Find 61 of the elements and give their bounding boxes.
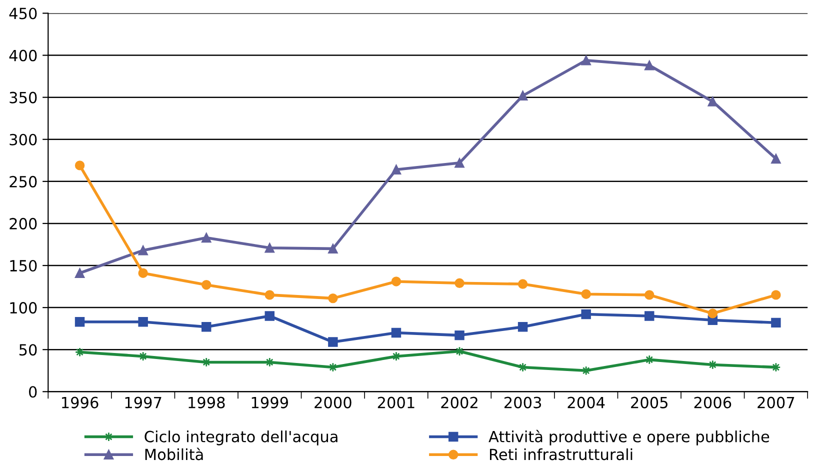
x-tick-label: 2005 bbox=[631, 396, 668, 408]
point bbox=[581, 55, 591, 66]
point bbox=[138, 268, 148, 278]
legend-label: Ciclo integrato dell'acqua bbox=[144, 430, 338, 446]
y-tick-label: 350 bbox=[10, 92, 37, 104]
point bbox=[708, 96, 718, 106]
x-tick-label: 2000 bbox=[314, 396, 352, 408]
legend-label: Attività produttive e opere pubbliche bbox=[488, 430, 770, 446]
point bbox=[391, 164, 402, 175]
y-tick-label: 100 bbox=[10, 302, 37, 314]
y-tick-label: 150 bbox=[10, 260, 37, 272]
point bbox=[328, 337, 338, 347]
y-tick-label: 250 bbox=[10, 176, 37, 188]
x-tick-label: 2001 bbox=[378, 396, 414, 408]
point bbox=[644, 60, 654, 70]
y-tick-label: 300 bbox=[10, 134, 37, 146]
point bbox=[74, 160, 85, 170]
point bbox=[74, 268, 85, 278]
x-tick-label: 1997 bbox=[125, 396, 162, 408]
x-tick-label: 2002 bbox=[441, 396, 478, 408]
y-tick-label: 0 bbox=[29, 386, 37, 398]
point bbox=[391, 328, 402, 338]
y-tick-label: 450 bbox=[9, 8, 37, 20]
legend-label: Mobilità bbox=[145, 448, 203, 460]
point bbox=[264, 242, 275, 253]
point bbox=[391, 276, 402, 286]
point bbox=[74, 316, 85, 327]
point bbox=[518, 322, 528, 332]
x-tick-label: 2006 bbox=[694, 396, 732, 408]
point bbox=[518, 90, 528, 101]
point bbox=[771, 290, 781, 300]
point bbox=[201, 322, 212, 332]
point bbox=[138, 246, 148, 256]
x-tick-label: 2003 bbox=[504, 396, 542, 408]
point bbox=[454, 330, 464, 340]
x-tick-label: 2007 bbox=[758, 396, 794, 408]
x-tick-label: 1996 bbox=[62, 396, 98, 408]
point bbox=[138, 316, 148, 327]
point bbox=[708, 308, 718, 318]
x-tick-label: 1999 bbox=[252, 396, 288, 408]
y-tick-label: 50 bbox=[19, 344, 37, 356]
point bbox=[518, 279, 528, 289]
y-tick-label: 400 bbox=[9, 50, 37, 62]
point bbox=[264, 290, 275, 300]
point bbox=[201, 232, 212, 243]
x-tick-label: 1998 bbox=[188, 396, 225, 408]
point bbox=[328, 244, 338, 254]
point bbox=[644, 290, 654, 300]
point bbox=[771, 318, 781, 328]
point bbox=[581, 309, 591, 320]
point bbox=[454, 278, 464, 288]
point bbox=[644, 311, 654, 321]
point bbox=[581, 289, 591, 299]
point bbox=[201, 280, 212, 290]
y-tick-label: 200 bbox=[10, 218, 37, 230]
legend-label: Reti infrastrutturali bbox=[490, 448, 632, 460]
point bbox=[454, 158, 464, 168]
point bbox=[771, 154, 781, 164]
point bbox=[264, 311, 275, 321]
point bbox=[328, 293, 338, 304]
x-tick-label: 2004 bbox=[568, 396, 605, 408]
